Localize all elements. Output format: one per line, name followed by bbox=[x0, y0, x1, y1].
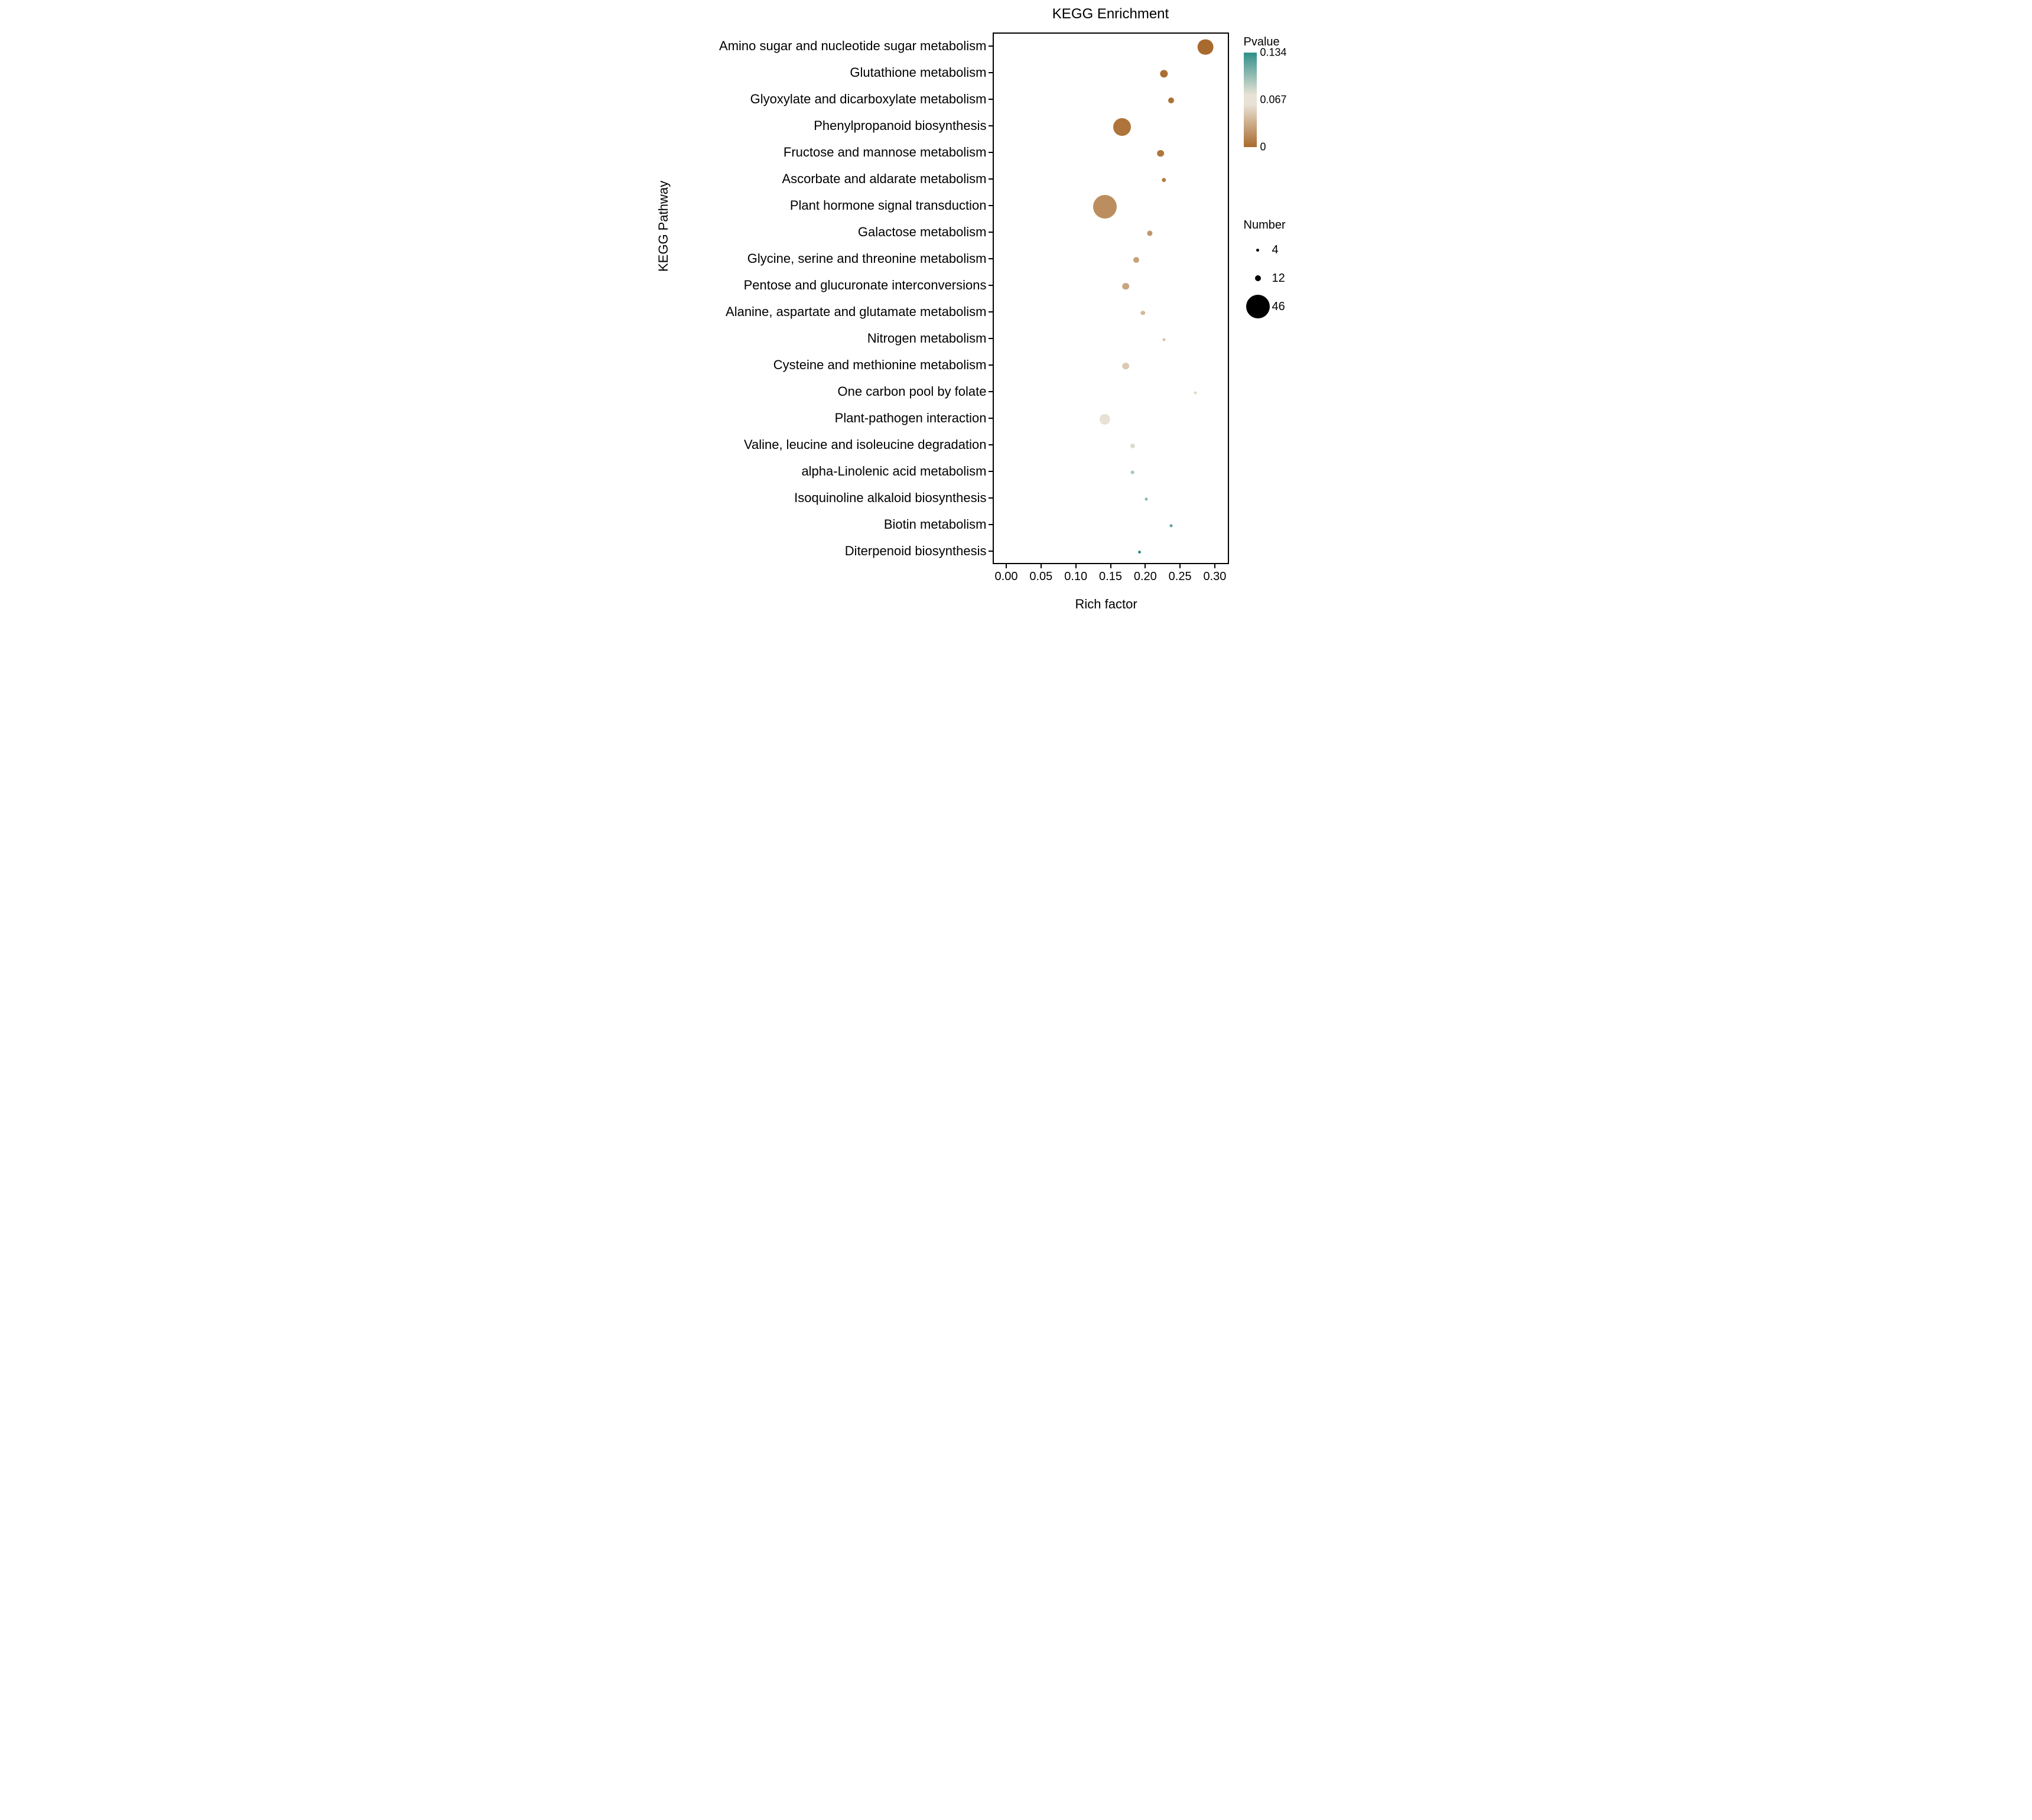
y-tick bbox=[989, 418, 993, 419]
size-legend-label: 12 bbox=[1272, 272, 1285, 285]
data-point bbox=[1133, 257, 1139, 263]
x-tick bbox=[1075, 564, 1077, 568]
data-point bbox=[1157, 150, 1164, 157]
colorbar-tick-label: 0 bbox=[1260, 141, 1266, 154]
data-point bbox=[1169, 524, 1172, 527]
data-point bbox=[1100, 414, 1110, 424]
y-category-label: One carbon pool by folate bbox=[685, 385, 987, 399]
y-tick bbox=[989, 285, 993, 286]
y-tick bbox=[989, 311, 993, 312]
y-category-label: Phenylpropanoid biosynthesis bbox=[685, 119, 987, 133]
x-axis-label: Rich factor bbox=[1075, 597, 1137, 612]
y-category-label: Alanine, aspartate and glutamate metabol… bbox=[685, 305, 987, 319]
y-category-label: Plant hormone signal transduction bbox=[685, 198, 987, 213]
size-legend-label: 46 bbox=[1272, 300, 1285, 314]
y-tick bbox=[989, 72, 993, 73]
x-tick-label: 0.20 bbox=[1134, 570, 1157, 584]
kegg-enrichment-figure: KEGG Enrichment KEGG Pathway Amino sugar… bbox=[662, 0, 1371, 635]
x-tick bbox=[1145, 564, 1146, 568]
data-point bbox=[1162, 338, 1165, 341]
y-category-label: Diterpenoid biosynthesis bbox=[685, 544, 987, 558]
chart-title: KEGG Enrichment bbox=[993, 6, 1229, 22]
data-point bbox=[1130, 470, 1134, 474]
y-category-label: Ascorbate and aldarate metabolism bbox=[685, 172, 987, 186]
y-tick bbox=[989, 152, 993, 153]
x-tick-label: 0.30 bbox=[1204, 570, 1227, 584]
y-tick bbox=[989, 471, 993, 472]
y-category-label: Plant-pathogen interaction bbox=[685, 411, 987, 425]
y-tick bbox=[989, 99, 993, 100]
y-category-label: Pentose and glucuronate interconversions bbox=[685, 278, 987, 292]
data-point bbox=[1162, 178, 1166, 183]
y-tick bbox=[989, 444, 993, 445]
x-tick-label: 0.00 bbox=[995, 570, 1018, 584]
x-tick-label: 0.05 bbox=[1029, 570, 1052, 584]
y-tick bbox=[989, 258, 993, 259]
data-point bbox=[1093, 195, 1117, 219]
data-point bbox=[1194, 391, 1197, 394]
data-point bbox=[1113, 118, 1131, 136]
x-tick-label: 0.15 bbox=[1099, 570, 1122, 584]
data-point bbox=[1122, 363, 1129, 370]
size-legend-row: 12 bbox=[1244, 264, 1286, 292]
y-tick bbox=[989, 524, 993, 525]
color-legend: Pvalue 0.1340.0670 bbox=[1244, 35, 1280, 147]
y-tick bbox=[989, 125, 993, 126]
data-point bbox=[1130, 443, 1135, 448]
colorbar-tick-label: 0.067 bbox=[1260, 94, 1287, 106]
y-category-label: Valine, leucine and isoleucine degradati… bbox=[685, 438, 987, 452]
y-category-label: Amino sugar and nucleotide sugar metabol… bbox=[685, 39, 987, 53]
x-tick-label: 0.25 bbox=[1169, 570, 1192, 584]
data-point bbox=[1141, 311, 1146, 315]
size-legend-swatch bbox=[1244, 275, 1272, 281]
y-tick bbox=[989, 551, 993, 552]
x-tick bbox=[1214, 564, 1215, 568]
colorbar-tick-label: 0.134 bbox=[1260, 47, 1287, 59]
y-category-label: Glutathione metabolism bbox=[685, 66, 987, 80]
plot-panel bbox=[993, 32, 1229, 564]
x-tick bbox=[1110, 564, 1111, 568]
y-category-label: Biotin metabolism bbox=[685, 517, 987, 532]
size-legend-swatch bbox=[1244, 249, 1272, 252]
y-category-label: Fructose and mannose metabolism bbox=[685, 145, 987, 159]
colorbar: 0.1340.0670 bbox=[1244, 53, 1257, 147]
data-point bbox=[1147, 230, 1153, 236]
data-point bbox=[1145, 497, 1148, 500]
size-legend-row: 4 bbox=[1244, 236, 1286, 264]
size-legend-row: 46 bbox=[1244, 292, 1286, 321]
y-category-label: Glycine, serine and threonine metabolism bbox=[685, 252, 987, 266]
size-legend-title: Number bbox=[1244, 219, 1286, 232]
y-tick bbox=[989, 205, 993, 206]
size-legend-items: 4 12 46 bbox=[1244, 236, 1286, 321]
y-category-label: alpha-Linolenic acid metabolism bbox=[685, 464, 987, 478]
y-tick bbox=[989, 45, 993, 47]
data-point bbox=[1168, 97, 1174, 103]
size-legend-label: 4 bbox=[1272, 243, 1279, 257]
y-tick bbox=[989, 338, 993, 339]
data-point bbox=[1160, 70, 1168, 77]
data-point bbox=[1122, 283, 1129, 290]
y-category-label: Isoquinoline alkaloid biosynthesis bbox=[685, 491, 987, 505]
y-category-label: Nitrogen metabolism bbox=[685, 331, 987, 346]
y-category-label: Glyoxylate and dicarboxylate metabolism bbox=[685, 92, 987, 106]
y-tick bbox=[989, 364, 993, 366]
y-tick bbox=[989, 178, 993, 180]
x-tick bbox=[1041, 564, 1042, 568]
y-category-label: Cysteine and methionine metabolism bbox=[685, 358, 987, 372]
size-legend-swatch bbox=[1244, 295, 1272, 318]
data-point bbox=[1198, 39, 1214, 55]
y-category-label: Galactose metabolism bbox=[685, 225, 987, 239]
y-axis-label: KEGG Pathway bbox=[656, 181, 671, 272]
x-tick bbox=[1179, 564, 1181, 568]
size-legend: Number 4 12 46 bbox=[1244, 219, 1286, 321]
x-tick-label: 0.10 bbox=[1064, 570, 1087, 584]
x-tick bbox=[1006, 564, 1007, 568]
y-tick bbox=[989, 232, 993, 233]
y-tick bbox=[989, 391, 993, 392]
data-point bbox=[1138, 551, 1142, 554]
y-tick bbox=[989, 497, 993, 499]
